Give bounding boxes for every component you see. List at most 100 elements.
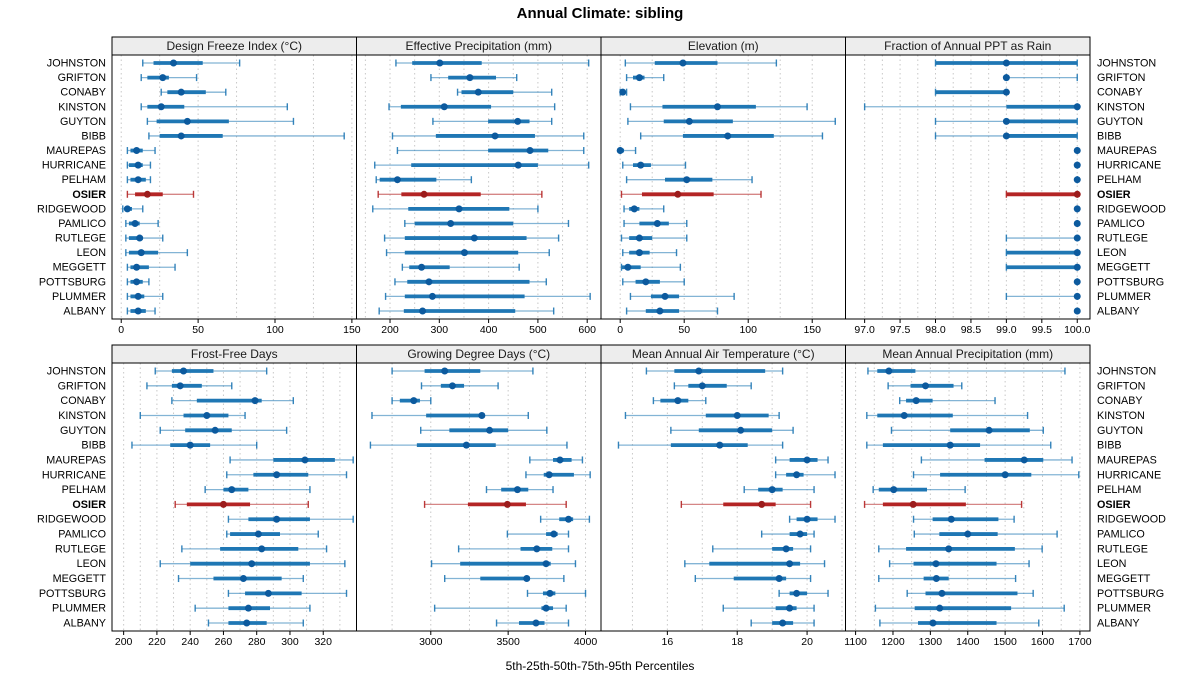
median-dot [136, 234, 144, 242]
percentile-row-growing-degree-days-c-pottsburg [526, 589, 587, 597]
median-dot [177, 132, 185, 140]
median-dot [782, 545, 790, 553]
cap-95th [1028, 560, 1030, 568]
station-label-left-rutlege: RUTLEGE [55, 233, 106, 245]
cap-5th [645, 367, 648, 375]
percentile-row-mean-annual-precipitation-mm-osier [863, 500, 1023, 508]
cap-95th [527, 411, 529, 419]
cap-5th [625, 74, 628, 82]
cap-95th [553, 103, 556, 111]
cap-5th [622, 278, 624, 286]
percentile-row-frost-free-days-pottsburg [227, 589, 348, 597]
cap-5th [125, 234, 127, 242]
median-dot [137, 249, 145, 257]
cap-95th [684, 161, 687, 169]
median-dot [460, 249, 468, 257]
median-dot [503, 500, 511, 508]
percentile-row-mean-annual-air-temperature-c-bibb [617, 441, 784, 449]
station-label-right-pamlico: PAMLICO [1097, 218, 1145, 230]
percentile-row-elevation-m-pamlico [623, 219, 688, 227]
cap-95th [309, 486, 311, 494]
station-label-left-albany: ALBANY [63, 306, 106, 318]
cap-95th [567, 619, 570, 627]
cap-95th [750, 382, 752, 390]
percentile-row-mean-annual-air-temperature-c-osier [680, 500, 812, 508]
median-dot [228, 486, 236, 494]
panel-title-mean-annual-air-temperature-c: Mean Annual Air Temperature (°C) [632, 347, 815, 361]
cap-5th [529, 456, 531, 464]
percentile-row-fraction-of-annual-ppt-as-rain-hurricane [1073, 161, 1081, 169]
percentile-row-effective-precipitation-mm-meggett [401, 263, 520, 271]
cap-5th [126, 161, 129, 169]
cap-5th [899, 397, 901, 405]
percentile-row-elevation-m-bibb [639, 132, 824, 140]
cap-95th [192, 190, 195, 198]
cap-5th [778, 589, 780, 597]
cap-95th [583, 132, 585, 140]
cap-5th [506, 530, 509, 538]
percentile-row-design-freeze-index-c-pelham [126, 176, 152, 184]
cap-5th [126, 278, 129, 286]
cap-5th [374, 161, 376, 169]
cap-95th [162, 292, 164, 300]
median-dot [803, 456, 811, 464]
cap-5th [456, 88, 459, 96]
panel-title-frost-free-days: Frost-Free Days [191, 347, 278, 361]
percentile-row-growing-degree-days-c-albany [495, 619, 570, 627]
cap-5th [722, 604, 724, 612]
cap-5th [194, 604, 196, 612]
cap-5th [652, 397, 655, 405]
cap-95th [625, 88, 628, 96]
cap-5th [227, 515, 230, 523]
cap-5th [371, 411, 373, 419]
percentile-row-effective-precipitation-mm-ridgewood [372, 205, 539, 213]
median-dot [985, 426, 993, 434]
median-dot [1020, 456, 1028, 464]
median-dot [239, 575, 247, 583]
cap-5th [625, 176, 628, 184]
cap-95th [142, 205, 144, 213]
station-label-left-hurricane: HURRICANE [42, 469, 106, 481]
station-label-left-johnston: JOHNSTON [47, 366, 106, 378]
station-label-left-kinston: KINSTON [58, 410, 106, 422]
cap-95th [809, 575, 812, 583]
percentile-row-mean-annual-air-temperature-c-pottsburg [778, 589, 829, 597]
median-dot [420, 190, 428, 198]
percentile-row-mean-annual-air-temperature-c-pelham [743, 486, 815, 494]
cap-5th [391, 397, 393, 405]
percentile-row-design-freeze-index-c-bibb [148, 132, 345, 140]
station-label-right-bibb: BIBB [1097, 440, 1122, 452]
station-label-right-pottsburg: POTTSBURG [1097, 276, 1164, 288]
percentile-row-design-freeze-index-c-guyton [146, 117, 295, 125]
percentile-row-growing-degree-days-c-kinston [371, 411, 529, 419]
median-dot [176, 382, 184, 390]
cap-95th [589, 292, 591, 300]
percentile-row-design-freeze-index-c-pamlico [125, 219, 159, 227]
cap-95th [162, 234, 164, 242]
percentile-row-mean-annual-precipitation-mm-ridgewood [912, 515, 1015, 523]
median-dot [419, 307, 427, 315]
axis-tick-label: 98.5 [961, 324, 982, 336]
cap-5th [539, 515, 542, 523]
cap-5th [887, 382, 889, 390]
axis-tick-label: 320 [314, 636, 332, 648]
cap-5th [126, 292, 129, 300]
cap-95th [686, 219, 688, 227]
percentile-row-frost-free-days-johnston [154, 367, 268, 375]
percentile-row-fraction-of-annual-ppt-as-rain-meggett [1005, 263, 1081, 271]
station-label-right-kinston: KINSTON [1097, 410, 1145, 422]
percentile-row-elevation-m-rutlege [620, 234, 688, 242]
cap-95th [716, 307, 719, 315]
cap-95th [154, 147, 156, 155]
cap-5th [879, 619, 881, 627]
percentile-row-mean-annual-precipitation-mm-meggett [878, 575, 1017, 583]
cap-95th [345, 471, 348, 479]
percentile-row-growing-degree-days-c-conaby [391, 397, 432, 405]
cap-95th [663, 74, 665, 82]
percentile-row-fraction-of-annual-ppt-as-rain-pamlico [1073, 219, 1081, 227]
station-label-left-johnston: JOHNSTON [47, 58, 106, 70]
axis-tick-label: 240 [181, 636, 199, 648]
station-label-left-guyton: GUYTON [60, 116, 106, 128]
percentile-row-mean-annual-air-temperature-c-grifton [673, 382, 752, 390]
station-label-right-pamlico: PAMLICO [1097, 529, 1145, 541]
